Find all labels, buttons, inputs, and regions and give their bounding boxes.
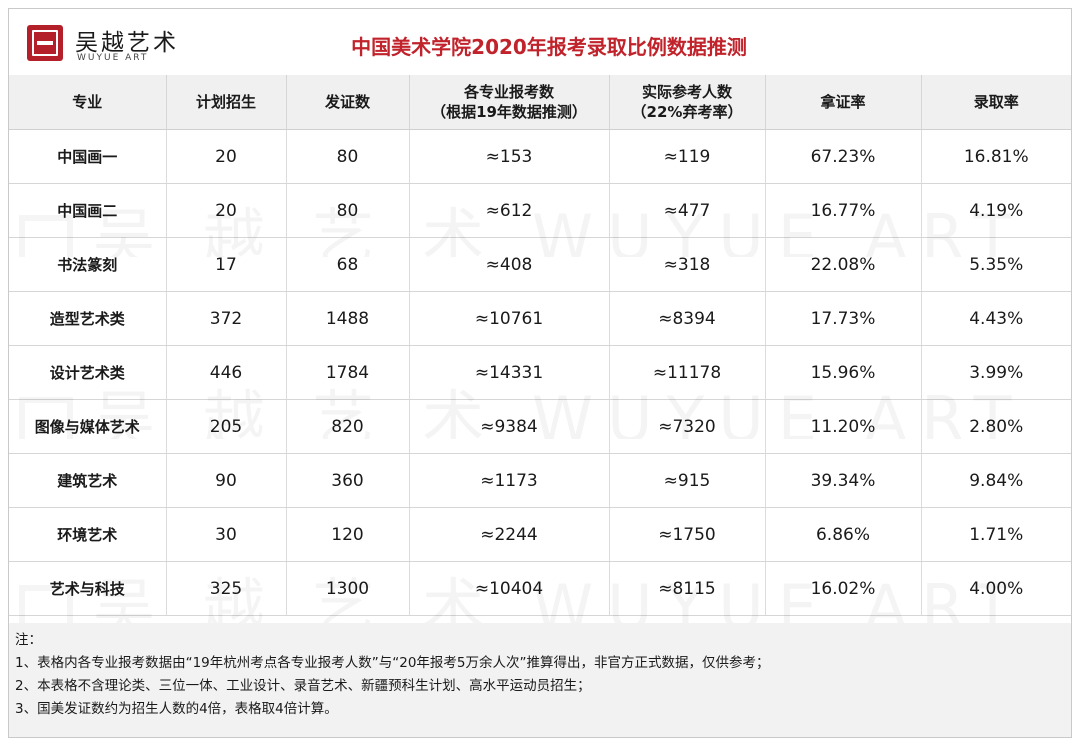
cell-applicants: ≈1173 [409, 453, 610, 508]
cell-cert-rate: 15.96% [765, 345, 922, 400]
cell-cert: 360 [286, 453, 410, 508]
cell-applicants: ≈14331 [409, 345, 610, 400]
cell-plan: 90 [166, 453, 287, 508]
table-row: 中国画一 20 80 ≈153 ≈119 67.23% 16.81% [9, 129, 1071, 184]
table-row: 环境艺术 30 120 ≈2244 ≈1750 6.86% 1.71% [9, 507, 1071, 562]
note-line: 1、表格内各专业报考数据由“19年杭州考点各专业报考人数”与“20年报考5万余人… [15, 655, 770, 671]
header-applicants-line1: 各专业报考数 [463, 83, 554, 101]
cell-admit-rate: 4.00% [921, 561, 1071, 616]
cell-cert: 1300 [286, 561, 410, 616]
cell-major: 环境艺术 [9, 507, 167, 562]
cell-plan: 20 [166, 129, 287, 184]
cell-cert-rate: 39.34% [765, 453, 922, 508]
cell-admit-rate: 5.35% [921, 237, 1071, 292]
cell-major: 建筑艺术 [9, 453, 167, 508]
cell-plan: 446 [166, 345, 287, 400]
note-line: 2、本表格不含理论类、三位一体、工业设计、录音艺术、新疆预科生计划、高水平运动员… [15, 678, 591, 694]
notes-section: 注： 1、表格内各专业报考数据由“19年杭州考点各专业报考人数”与“20年报考5… [9, 623, 1071, 737]
header-plan: 计划招生 [166, 75, 287, 130]
data-table-wrapper: 专业 计划招生 发证数 各专业报考数 （根据19年数据推测） 实际参考人数 （2… [9, 75, 1071, 616]
cell-actual: ≈11178 [609, 345, 766, 400]
cell-cert-rate: 16.02% [765, 561, 922, 616]
header-admit-rate: 录取率 [921, 75, 1071, 130]
cell-cert-rate: 22.08% [765, 237, 922, 292]
cell-cert: 80 [286, 183, 410, 238]
cell-actual: ≈7320 [609, 399, 766, 454]
cell-major: 图像与媒体艺术 [9, 399, 167, 454]
cell-plan: 372 [166, 291, 287, 346]
cell-major: 中国画二 [9, 183, 167, 238]
cell-cert: 1488 [286, 291, 410, 346]
cell-applicants: ≈10761 [409, 291, 610, 346]
logo-seal-icon [27, 25, 63, 61]
cell-cert-rate: 67.23% [765, 129, 922, 184]
cell-cert-rate: 17.73% [765, 291, 922, 346]
cell-major: 艺术与科技 [9, 561, 167, 616]
cell-cert: 80 [286, 129, 410, 184]
cell-major: 设计艺术类 [9, 345, 167, 400]
brand-name-en: WUYUE ART [77, 53, 149, 63]
cell-major: 造型艺术类 [9, 291, 167, 346]
table-row: 图像与媒体艺术 205 820 ≈9384 ≈7320 11.20% 2.80% [9, 399, 1071, 454]
cell-admit-rate: 2.80% [921, 399, 1071, 454]
data-table: 专业 计划招生 发证数 各专业报考数 （根据19年数据推测） 实际参考人数 （2… [9, 75, 1071, 616]
table-header-row: 专业 计划招生 发证数 各专业报考数 （根据19年数据推测） 实际参考人数 （2… [9, 75, 1071, 130]
header-cert: 发证数 [286, 75, 410, 130]
cell-admit-rate: 3.99% [921, 345, 1071, 400]
cell-cert: 1784 [286, 345, 410, 400]
cell-actual: ≈119 [609, 129, 766, 184]
cell-actual: ≈915 [609, 453, 766, 508]
cell-cert: 820 [286, 399, 410, 454]
cell-plan: 205 [166, 399, 287, 454]
cell-applicants: ≈612 [409, 183, 610, 238]
cell-applicants: ≈10404 [409, 561, 610, 616]
cell-cert: 120 [286, 507, 410, 562]
header-applicants: 各专业报考数 （根据19年数据推测） [409, 75, 610, 130]
notes-heading: 注： [15, 632, 42, 648]
table-row: 艺术与科技 325 1300 ≈10404 ≈8115 16.02% 4.00% [9, 561, 1071, 616]
cell-actual: ≈1750 [609, 507, 766, 562]
table-row: 设计艺术类 446 1784 ≈14331 ≈11178 15.96% 3.99… [9, 345, 1071, 400]
table-row: 造型艺术类 372 1488 ≈10761 ≈8394 17.73% 4.43% [9, 291, 1071, 346]
header: 吴越艺术 WUYUE ART 中国美术学院2020年报考录取比例数据推测 [9, 9, 1071, 76]
cell-applicants: ≈2244 [409, 507, 610, 562]
cell-plan: 30 [166, 507, 287, 562]
cell-actual: ≈318 [609, 237, 766, 292]
cell-actual: ≈477 [609, 183, 766, 238]
cell-applicants: ≈9384 [409, 399, 610, 454]
document-frame: 吴越艺术 WUYUE ART 中国美术学院2020年报考录取比例数据推测 专业 … [8, 8, 1072, 738]
cell-admit-rate: 4.19% [921, 183, 1071, 238]
table-row: 书法篆刻 17 68 ≈408 ≈318 22.08% 5.35% [9, 237, 1071, 292]
cell-plan: 20 [166, 183, 287, 238]
header-applicants-line2: （根据19年数据推测） [431, 103, 587, 121]
cell-plan: 325 [166, 561, 287, 616]
cell-applicants: ≈408 [409, 237, 610, 292]
cell-plan: 17 [166, 237, 287, 292]
header-actual-line2: （22%弃考率） [631, 103, 743, 121]
table-row: 中国画二 20 80 ≈612 ≈477 16.77% 4.19% [9, 183, 1071, 238]
header-actual-line1: 实际参考人数 [641, 83, 732, 101]
cell-cert-rate: 11.20% [765, 399, 922, 454]
cell-admit-rate: 16.81% [921, 129, 1071, 184]
cell-applicants: ≈153 [409, 129, 610, 184]
cell-cert-rate: 16.77% [765, 183, 922, 238]
cell-admit-rate: 1.71% [921, 507, 1071, 562]
cell-major: 书法篆刻 [9, 237, 167, 292]
cell-cert-rate: 6.86% [765, 507, 922, 562]
note-line: 3、国美发证数约为招生人数的4倍，表格取4倍计算。 [15, 701, 338, 717]
cell-major: 中国画一 [9, 129, 167, 184]
cell-admit-rate: 9.84% [921, 453, 1071, 508]
header-cert-rate: 拿证率 [765, 75, 922, 130]
cell-actual: ≈8394 [609, 291, 766, 346]
cell-actual: ≈8115 [609, 561, 766, 616]
brand-name: 吴越艺术 [75, 30, 179, 56]
table-row: 建筑艺术 90 360 ≈1173 ≈915 39.34% 9.84% [9, 453, 1071, 508]
page-title: 中国美术学院2020年报考录取比例数据推测 [351, 35, 747, 59]
header-actual: 实际参考人数 （22%弃考率） [609, 75, 766, 130]
cell-cert: 68 [286, 237, 410, 292]
cell-admit-rate: 4.43% [921, 291, 1071, 346]
header-major: 专业 [9, 75, 167, 130]
